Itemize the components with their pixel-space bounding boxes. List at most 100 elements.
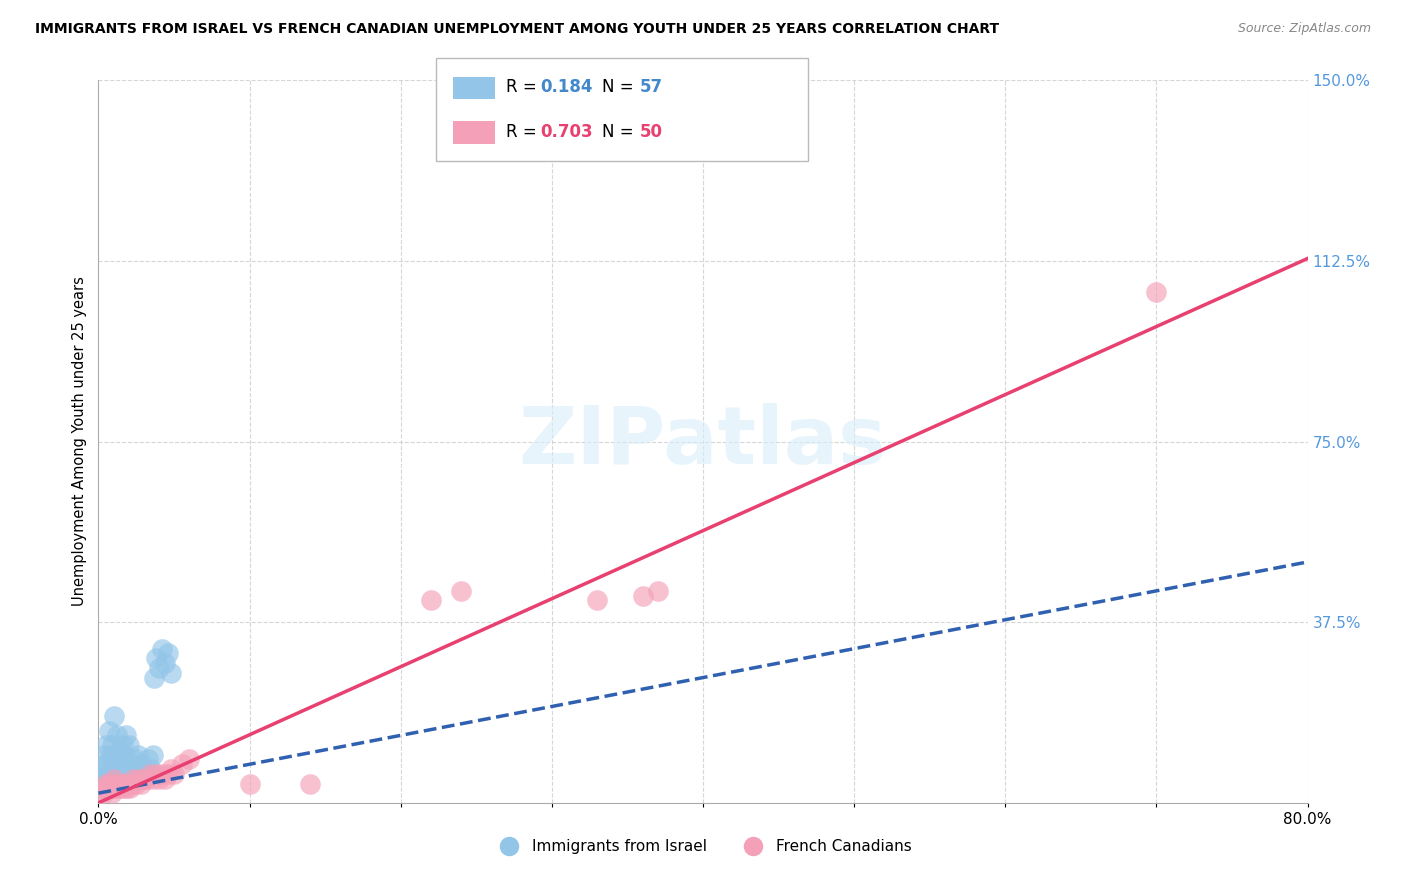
Point bbox=[100, 776, 122, 790]
Point bbox=[179, 752, 201, 766]
Point bbox=[125, 776, 148, 790]
Point bbox=[103, 709, 125, 723]
Point bbox=[122, 767, 145, 781]
Point bbox=[129, 776, 152, 790]
Text: 0.184: 0.184 bbox=[540, 78, 592, 96]
Point bbox=[91, 757, 114, 772]
Text: 0.703: 0.703 bbox=[540, 123, 592, 141]
Point bbox=[420, 593, 443, 607]
Text: IMMIGRANTS FROM ISRAEL VS FRENCH CANADIAN UNEMPLOYMENT AMONG YOUTH UNDER 25 YEAR: IMMIGRANTS FROM ISRAEL VS FRENCH CANADIA… bbox=[35, 22, 1000, 37]
Point bbox=[170, 757, 193, 772]
Point bbox=[94, 767, 117, 781]
Text: ZIPatlas: ZIPatlas bbox=[519, 402, 887, 481]
Point bbox=[112, 747, 135, 762]
Point bbox=[150, 767, 173, 781]
Text: Source: ZipAtlas.com: Source: ZipAtlas.com bbox=[1237, 22, 1371, 36]
Point bbox=[114, 772, 136, 786]
Point bbox=[239, 776, 262, 790]
Point bbox=[110, 781, 132, 796]
Point bbox=[127, 747, 149, 762]
Point bbox=[103, 757, 125, 772]
Point bbox=[148, 661, 170, 675]
Point bbox=[104, 772, 127, 786]
Point bbox=[143, 671, 166, 685]
Point bbox=[104, 781, 127, 796]
Point bbox=[100, 747, 122, 762]
Legend: Immigrants from Israel, French Canadians: Immigrants from Israel, French Canadians bbox=[488, 833, 918, 860]
Point bbox=[90, 776, 112, 790]
Point bbox=[160, 665, 183, 680]
Point bbox=[101, 738, 124, 752]
Point bbox=[132, 762, 155, 776]
Point bbox=[145, 767, 167, 781]
Point bbox=[98, 776, 121, 790]
Point bbox=[103, 781, 125, 796]
Point bbox=[96, 757, 118, 772]
Point bbox=[121, 757, 143, 772]
Point bbox=[160, 762, 183, 776]
Y-axis label: Unemployment Among Youth under 25 years: Unemployment Among Youth under 25 years bbox=[72, 277, 87, 607]
Point bbox=[96, 781, 118, 796]
Text: R =: R = bbox=[506, 78, 543, 96]
Point bbox=[105, 728, 128, 742]
Point bbox=[93, 747, 115, 762]
Point bbox=[153, 772, 176, 786]
Point bbox=[107, 752, 129, 766]
Point bbox=[136, 752, 159, 766]
Point bbox=[114, 728, 136, 742]
Point bbox=[90, 786, 112, 800]
Point bbox=[111, 772, 134, 786]
Point bbox=[98, 723, 121, 738]
Point bbox=[111, 776, 134, 790]
Text: 57: 57 bbox=[640, 78, 662, 96]
Point bbox=[91, 781, 114, 796]
Point bbox=[1144, 285, 1167, 300]
Text: N =: N = bbox=[602, 123, 638, 141]
Point bbox=[120, 772, 142, 786]
Point bbox=[94, 776, 117, 790]
Point bbox=[107, 776, 129, 790]
Point bbox=[139, 767, 162, 781]
Point bbox=[107, 781, 129, 796]
Point bbox=[121, 776, 143, 790]
Point bbox=[142, 772, 165, 786]
Point bbox=[108, 743, 131, 757]
Point bbox=[631, 589, 654, 603]
Point bbox=[108, 776, 131, 790]
Text: N =: N = bbox=[602, 78, 638, 96]
Point bbox=[647, 583, 669, 598]
Point bbox=[127, 772, 149, 786]
Point bbox=[141, 762, 163, 776]
Point bbox=[94, 781, 117, 796]
Text: R =: R = bbox=[506, 123, 543, 141]
Point bbox=[118, 767, 141, 781]
Point bbox=[132, 772, 155, 786]
Point bbox=[128, 767, 150, 781]
Point bbox=[105, 767, 128, 781]
Point bbox=[125, 772, 148, 786]
Point bbox=[96, 781, 118, 796]
Point bbox=[148, 772, 170, 786]
Point bbox=[93, 772, 115, 786]
Point bbox=[101, 786, 124, 800]
Point bbox=[131, 772, 153, 786]
Point bbox=[114, 776, 136, 790]
Point bbox=[103, 776, 125, 790]
Point bbox=[120, 781, 142, 796]
Point bbox=[104, 747, 127, 762]
Point bbox=[101, 776, 124, 790]
Point bbox=[163, 767, 186, 781]
Point bbox=[108, 772, 131, 786]
Point bbox=[103, 772, 125, 786]
Point bbox=[93, 786, 115, 800]
Point bbox=[111, 738, 134, 752]
Point bbox=[124, 752, 146, 766]
Point bbox=[150, 641, 173, 656]
Point bbox=[118, 776, 141, 790]
Point bbox=[135, 772, 157, 786]
Point bbox=[142, 747, 165, 762]
Point bbox=[145, 651, 167, 665]
Point bbox=[135, 767, 157, 781]
Point bbox=[94, 738, 117, 752]
Point bbox=[156, 767, 179, 781]
